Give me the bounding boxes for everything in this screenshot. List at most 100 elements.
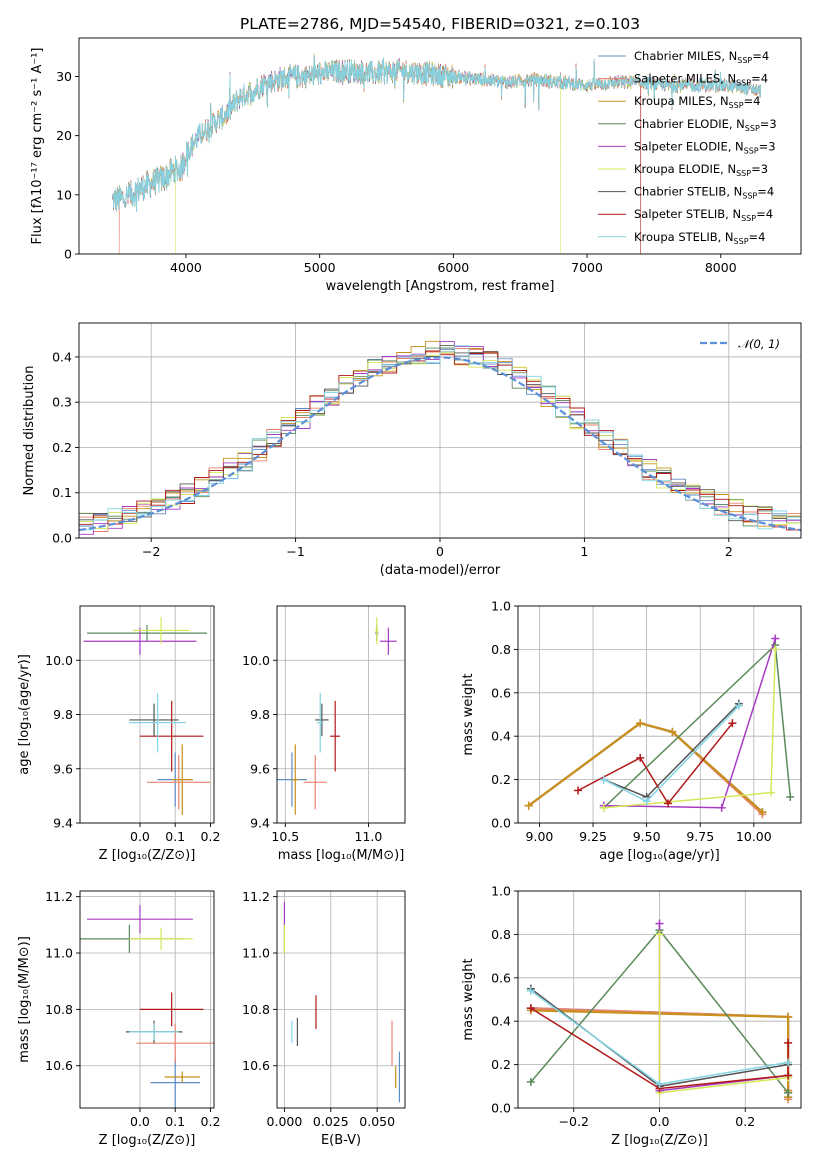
x-axis-label: Z [log₁₀(Z/Z⊙)] <box>99 1133 196 1148</box>
weight-marker <box>734 701 743 710</box>
legend-label: Chabrier STELIB, N <box>634 185 742 199</box>
errorbar-point-salpeter-stelib <box>139 700 204 772</box>
x-tick-label: 0.0 <box>650 1114 670 1129</box>
y-tick-label: 0.2 <box>491 772 511 787</box>
legend-label: Salpeter STELIB, N <box>634 207 741 221</box>
weight-marker <box>655 930 664 939</box>
legend-label: Salpeter MILES, N <box>634 72 736 86</box>
x-axis-label: age [log₁₀(age/yr)] <box>599 848 720 863</box>
weight-marker <box>599 803 608 812</box>
legend-nssp: =3 <box>760 117 777 131</box>
weight-vs-age-panel: 9.00 9.25 9.50 9.75 10.00 0.0 0.2 0.4 0.6 0.8 1.0 a… <box>461 599 802 863</box>
x-axis-label: (data-model)/error <box>380 563 501 578</box>
errorbar-point-salpeter-miles <box>136 1023 214 1063</box>
y-tick-label: 30 <box>56 69 72 84</box>
y-tick-label: 0.3 <box>52 395 72 410</box>
y-tick-label: 10.0 <box>242 653 270 668</box>
y-tick-label: 10.8 <box>45 1002 73 1017</box>
weight-marker <box>636 719 645 728</box>
figure-title: PLATE=2786, MJD=54540, FIBERID=0321, z=0… <box>240 15 640 33</box>
legend-subscript: SSP <box>729 101 744 110</box>
legend-entry: Chabrier MILES, NSSP=4 <box>634 49 769 65</box>
legend-subscript: SSP <box>742 192 757 201</box>
y-tick-label: 10.0 <box>45 653 73 668</box>
legend-entry: Chabrier STELIB, NSSP=4 <box>634 185 774 201</box>
y-tick-label: 0.2 <box>491 1057 511 1072</box>
errorbar-point-kroupa-stelib <box>129 692 186 753</box>
age-vs-metallicity-panel: 0.0 0.1 0.2 9.4 9.6 9.8 10.0 Z [log₁₀(Z/Z⊙)] age… <box>17 605 221 863</box>
x-tick-label: 0.1 <box>165 1114 185 1129</box>
errorbar-point-salpeter-elodie <box>87 905 193 934</box>
weight-marker <box>526 1004 535 1013</box>
x-tick-label: 9.00 <box>526 829 554 844</box>
x-tick-label: 11.0 <box>355 829 383 844</box>
legend-label: Salpeter ELODIE, N <box>634 139 744 153</box>
x-tick-label: 0.2 <box>201 829 221 844</box>
weight-marker <box>784 1071 793 1080</box>
y-tick-label: 11.0 <box>45 946 73 961</box>
y-tick-label: 0.6 <box>491 685 511 700</box>
y-tick-label: 0.4 <box>491 1014 511 1029</box>
y-tick-label: 9.4 <box>53 816 73 831</box>
legend-nssp: =4 <box>744 94 761 108</box>
errorbar-point-kroupa-elodie <box>129 927 193 951</box>
weight-marker <box>728 719 737 728</box>
x-tick-label: 10.00 <box>736 829 772 844</box>
x-tick-label: −1 <box>286 544 304 559</box>
legend-label: Kroupa MILES, N <box>634 94 729 108</box>
legend-entry: Salpeter MILES, NSSP=4 <box>634 72 768 88</box>
weight-marker <box>664 799 673 808</box>
legend-entry: Kroupa STELIB, NSSP=4 <box>634 230 765 246</box>
errorbar-point-salpeter-elodie <box>380 627 397 655</box>
x-tick-label: 4000 <box>170 260 202 275</box>
axes-frame <box>517 605 802 824</box>
errorbar-point-kroupa-stelib <box>316 692 324 753</box>
errorbar-point-salpeter-stelib <box>139 992 204 1027</box>
x-tick-label: 6000 <box>437 260 469 275</box>
x-tick-label: 0.1 <box>165 829 185 844</box>
y-tick-label: 0.8 <box>491 642 511 657</box>
y-tick-label: 0.2 <box>52 440 72 455</box>
axes-frame <box>78 37 802 255</box>
legend-subscript: SSP <box>741 214 756 223</box>
legend-entry: Kroupa MILES, NSSP=4 <box>634 94 760 110</box>
weight-marker <box>668 727 677 736</box>
plot-area <box>526 919 793 1104</box>
axes-frame <box>276 890 406 1109</box>
legend-subscript: SSP <box>737 56 752 65</box>
weight-marker <box>771 634 780 643</box>
y-tick-label: 10 <box>56 187 72 202</box>
legend-entry: Salpeter ELODIE, NSSP=3 <box>634 139 776 155</box>
x-tick-label: 8000 <box>705 260 737 275</box>
y-axis-label: Flux [fλ10⁻¹⁷ erg cm⁻² s⁻¹ A⁻¹] <box>30 48 45 245</box>
x-tick-label: 0.000 <box>267 1114 303 1129</box>
weight-line-kroupa-miles <box>528 721 764 813</box>
weight-line-salpeter-stelib <box>577 722 733 805</box>
x-tick-label: 0.2 <box>201 1114 221 1129</box>
normal-curve <box>79 356 801 532</box>
weight-marker <box>758 808 767 817</box>
weight-marker <box>786 792 795 801</box>
weight-marker <box>524 801 533 810</box>
y-tick-label: 0.0 <box>491 1101 511 1116</box>
y-tick-label: 0.8 <box>491 927 511 942</box>
legend-label: Kroupa STELIB, N <box>634 230 734 244</box>
legend-label: Chabrier ELODIE, N <box>634 117 745 131</box>
y-tick-label: 10.6 <box>45 1058 73 1073</box>
x-axis-label: E(B-V) <box>321 1133 361 1148</box>
histogram-kroupa-stelib <box>79 345 801 538</box>
x-tick-label: −2 <box>142 544 160 559</box>
errorbar-point-chabrier-miles <box>150 1057 200 1108</box>
y-tick-label: 20 <box>56 128 72 143</box>
x-tick-label: 7000 <box>571 260 603 275</box>
y-axis-label: mass weight <box>461 673 476 755</box>
legend-label: Chabrier MILES, N <box>634 49 737 63</box>
plot-area <box>79 340 801 538</box>
y-tick-label: 0.0 <box>52 531 72 546</box>
errorbar-point-salpeter-stelib <box>330 700 341 772</box>
errorbar-point-kroupa-miles <box>171 744 193 815</box>
grid-lines <box>277 891 405 1108</box>
normal-legend-label: 𝒩(0, 1) <box>738 337 780 351</box>
y-tick-label: 9.6 <box>250 761 270 776</box>
